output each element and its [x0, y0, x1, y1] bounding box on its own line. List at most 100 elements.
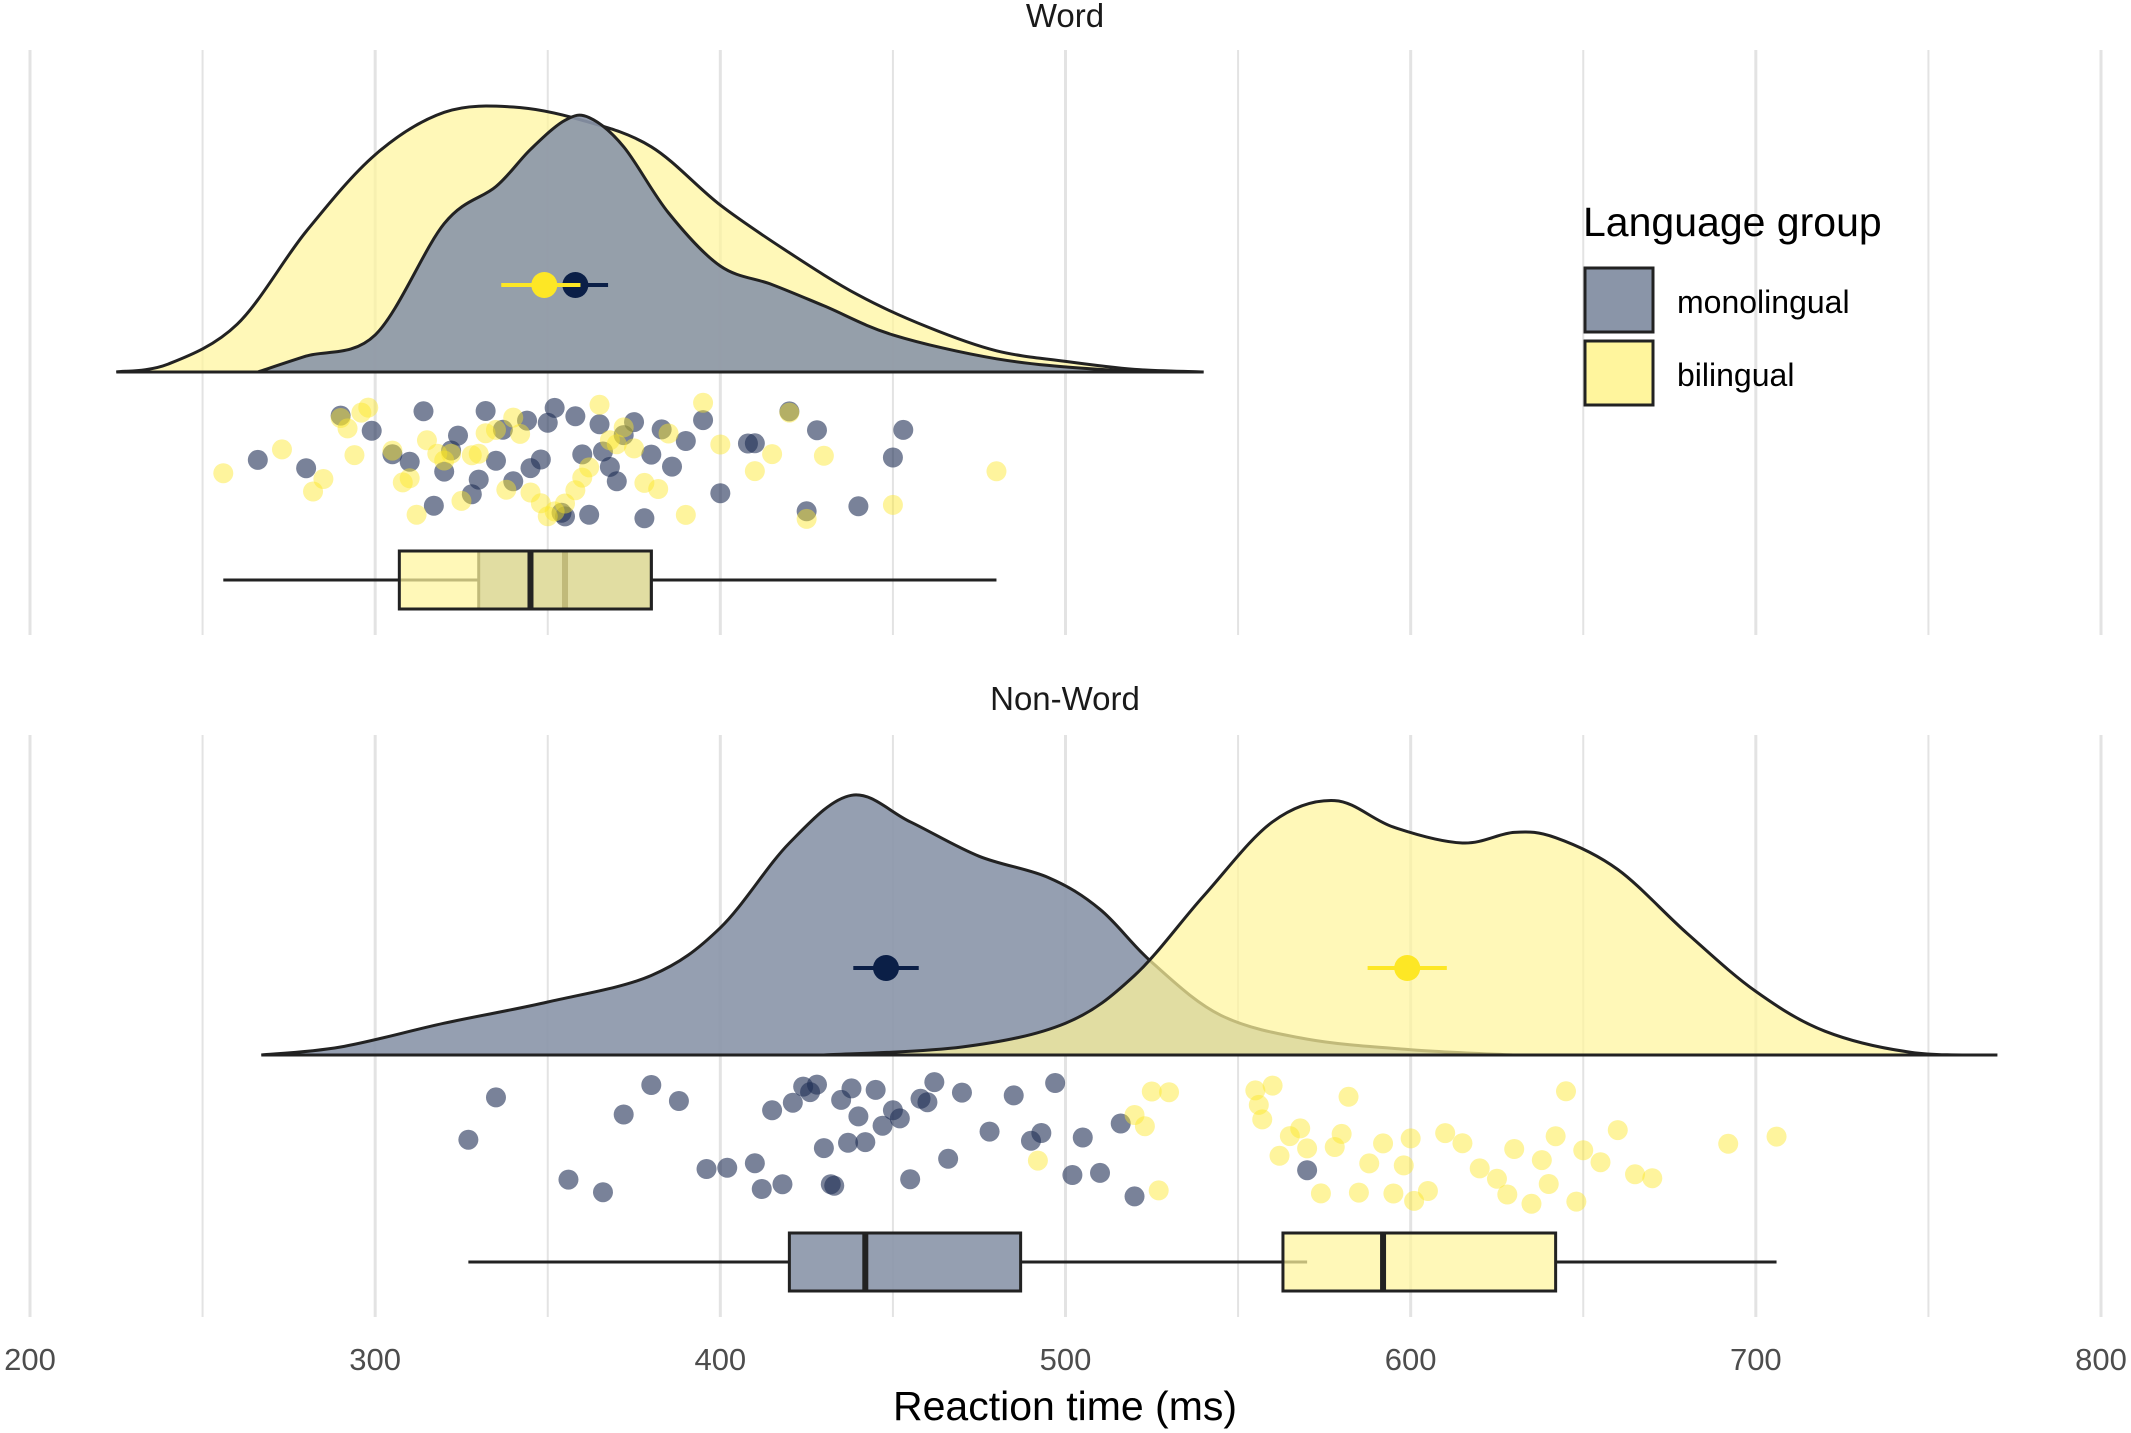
data-point-word-bilingual [213, 463, 234, 484]
x-tick-label-200: 200 [4, 1342, 56, 1377]
data-point-nonword-monolingual [1031, 1123, 1052, 1143]
data-point-nonword-bilingual [1348, 1182, 1369, 1203]
data-point-word-monolingual [399, 451, 420, 472]
data-point-word-monolingual [779, 401, 800, 422]
data-point-nonword-bilingual [1607, 1120, 1628, 1141]
panel-title-word: Word [1026, 0, 1104, 34]
legend-label-monolingual: monolingual [1677, 284, 1850, 320]
data-point-word-bilingual [416, 430, 437, 451]
data-point-word-bilingual [344, 445, 365, 466]
data-point-word-bilingual [599, 430, 620, 451]
density-nonword-bilingual [823, 799, 1998, 1057]
data-point-nonword-bilingual [1324, 1137, 1345, 1157]
data-point-word-monolingual [710, 483, 731, 504]
data-point-word-bilingual [303, 481, 324, 502]
data-point-nonword-monolingual [1090, 1162, 1111, 1183]
data-point-nonword-bilingual [1338, 1086, 1359, 1107]
data-point-nonword-monolingual [592, 1182, 613, 1203]
data-point-nonword-monolingual [696, 1159, 717, 1179]
data-point-nonword-monolingual [841, 1078, 862, 1099]
data-point-nonword-bilingual [1573, 1140, 1594, 1161]
x-tick-label-400: 400 [694, 1342, 746, 1377]
data-point-word-bilingual [406, 504, 427, 525]
data-point-word-bilingual [555, 493, 576, 514]
x-axis: 200 300 400 500 600 700 800 [4, 1342, 2127, 1377]
data-point-nonword-monolingual [889, 1108, 910, 1129]
data-point-nonword-bilingual [1452, 1133, 1473, 1154]
data-point-nonword-bilingual [1134, 1116, 1155, 1137]
data-point-nonword-monolingual [782, 1092, 803, 1113]
data-point-word-monolingual [641, 444, 662, 465]
data-point-nonword-bilingual [1252, 1109, 1273, 1130]
data-point-word-monolingual [882, 447, 903, 468]
data-point-word-bilingual [451, 490, 472, 511]
data-point-word-bilingual [779, 402, 800, 423]
data-point-word-monolingual [530, 449, 551, 470]
data-point-word-bilingual [762, 444, 783, 465]
box-nonword-monolingual [787, 1231, 1023, 1293]
data-point-nonword-bilingual [1331, 1123, 1352, 1144]
data-point-nonword-monolingual [917, 1092, 938, 1113]
data-point-word-bilingual [606, 434, 627, 455]
data-point-word-monolingual [675, 431, 696, 451]
data-point-nonword-bilingual [1486, 1168, 1507, 1189]
data-point-word-bilingual [271, 439, 292, 460]
data-point-nonword-monolingual [813, 1138, 834, 1159]
data-point-word-monolingual [592, 441, 613, 462]
data-point-nonword-bilingual [1383, 1183, 1404, 1204]
data-point-nonword-bilingual [1310, 1183, 1331, 1204]
x-tick-label-800: 800 [2075, 1342, 2127, 1377]
data-point-word-monolingual [579, 504, 600, 525]
data-point-word-bilingual [461, 445, 482, 466]
data-point-nonword-bilingual [1359, 1153, 1380, 1174]
data-point-nonword-bilingual [1027, 1150, 1048, 1171]
data-point-word-bilingual [337, 418, 358, 439]
data-point-word-bilingual [520, 482, 541, 503]
data-point-nonword-bilingual [1148, 1180, 1169, 1201]
data-point-word-bilingual [544, 501, 565, 522]
mean-point-word-bilingual [531, 272, 558, 298]
data-point-nonword-bilingual [1642, 1168, 1663, 1189]
data-point-word-bilingual [710, 434, 731, 455]
data-point-nonword-monolingual [900, 1169, 921, 1190]
data-point-nonword-bilingual [1124, 1105, 1145, 1125]
data-point-nonword-monolingual [872, 1115, 893, 1136]
data-point-nonword-bilingual [1262, 1075, 1283, 1096]
data-point-word-bilingual [330, 408, 351, 428]
data-point-word-bilingual [744, 461, 765, 482]
legend: Language group monolingual bilingual [1583, 199, 1882, 407]
data-point-word-monolingual [662, 456, 683, 477]
data-point-word-monolingual [468, 469, 489, 490]
data-point-word-bilingual [399, 468, 420, 489]
data-point-word-bilingual [313, 469, 334, 489]
data-point-word-monolingual [413, 401, 434, 422]
data-point-word-bilingual [693, 392, 714, 413]
data-point-nonword-bilingual [1718, 1133, 1739, 1154]
data-point-word-monolingual [572, 444, 593, 465]
data-point-nonword-monolingual [865, 1079, 886, 1100]
data-point-nonword-bilingual [1248, 1094, 1269, 1115]
data-point-nonword-bilingual [1400, 1128, 1421, 1149]
data-point-nonword-bilingual [1393, 1155, 1414, 1176]
data-point-nonword-monolingual [938, 1148, 959, 1169]
data-point-nonword-monolingual [824, 1175, 845, 1196]
mean-point-nonword-monolingual [873, 955, 900, 981]
data-point-word-monolingual [503, 471, 524, 492]
data-point-nonword-monolingual [979, 1121, 1000, 1142]
data-point-word-bilingual [510, 423, 531, 444]
data-point-nonword-monolingual [951, 1082, 972, 1103]
data-point-word-monolingual [634, 508, 655, 529]
data-point-word-bilingual [882, 494, 903, 515]
data-point-word-bilingual [658, 423, 679, 444]
data-point-word-bilingual [813, 445, 834, 466]
data-point-word-monolingual [606, 471, 627, 492]
data-point-word-monolingual [382, 444, 403, 465]
data-point-word-bilingual [503, 407, 524, 428]
data-point-nonword-monolingual [924, 1072, 945, 1093]
data-point-word-bilingual [427, 443, 448, 464]
data-point-nonword-monolingual [806, 1074, 827, 1095]
panel-nonword: Non-Word [28, 680, 2103, 1317]
data-point-word-monolingual [565, 406, 586, 427]
data-point-nonword-bilingual [1555, 1081, 1576, 1102]
data-point-nonword-monolingual [1045, 1073, 1066, 1093]
